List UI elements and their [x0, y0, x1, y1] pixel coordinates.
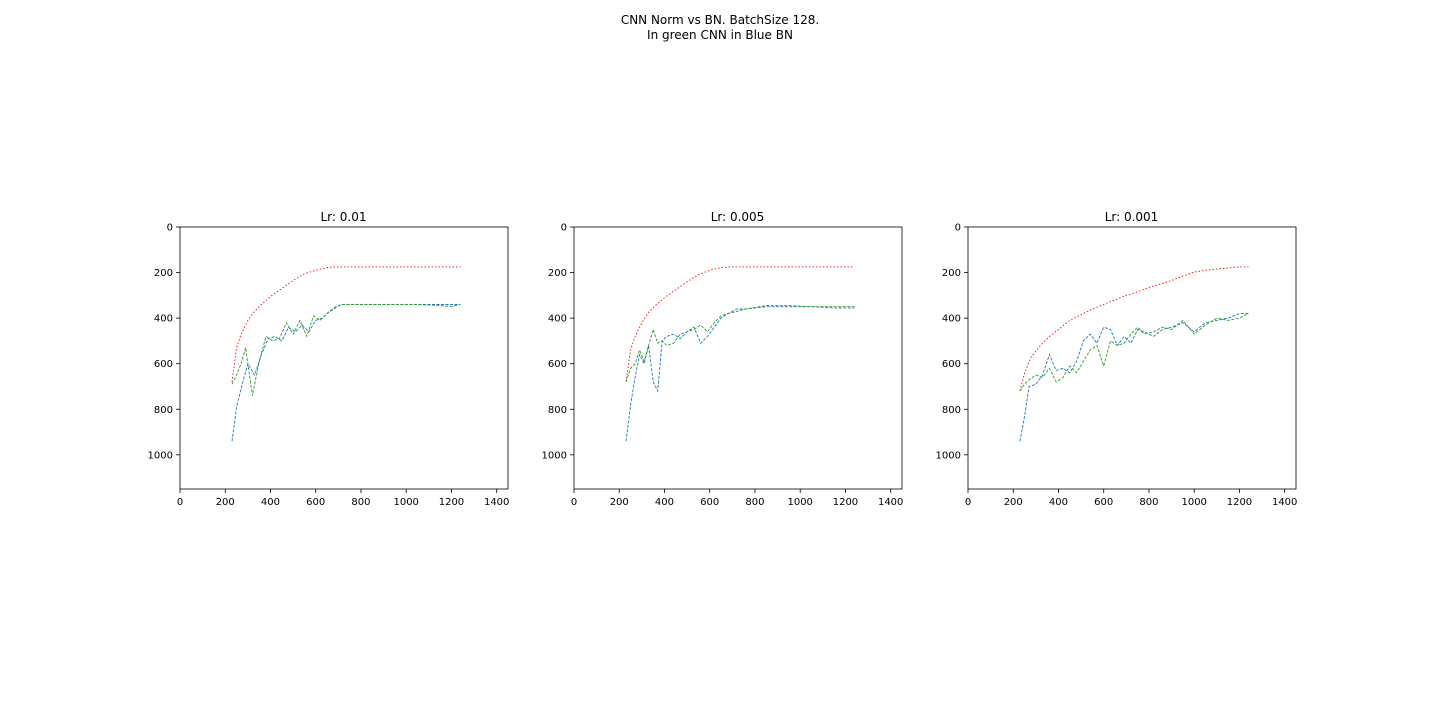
x-tick-label: 1200 — [1227, 497, 1252, 508]
subplot-title: Lr: 0.001 — [1105, 210, 1159, 224]
series-line-0 — [231, 266, 461, 382]
y-tick-label: 0 — [167, 223, 173, 234]
x-tick-label: 600 — [700, 497, 719, 508]
y-tick-label: 1000 — [542, 450, 567, 461]
y-tick-label: 800 — [548, 405, 567, 416]
series-line-0 — [1019, 266, 1249, 392]
x-tick-label: 200 — [610, 497, 629, 508]
x-tick-label: 0 — [965, 497, 971, 508]
series-line-2 — [1019, 313, 1249, 392]
y-tick-label: 600 — [942, 359, 961, 370]
y-tick-label: 400 — [548, 314, 567, 325]
x-tick-label: 1200 — [439, 497, 464, 508]
series-line-2 — [625, 305, 855, 383]
y-tick-label: 400 — [154, 314, 173, 325]
x-tick-label: 600 — [306, 497, 325, 508]
subplot-lr-0-005: Lr: 0.005 0 200 400 600 800 1000 1200 1400 0 200 4… — [542, 210, 904, 508]
x-tick-label: 1000 — [787, 497, 812, 508]
y-tick-label: 200 — [942, 268, 961, 279]
plot-area — [179, 226, 509, 490]
x-tick-label: 600 — [1094, 497, 1113, 508]
y-tick-label: 800 — [942, 405, 961, 416]
series-line-1 — [625, 306, 855, 442]
y-tick-label: 0 — [561, 223, 567, 234]
subplot-title: Lr: 0.005 — [711, 210, 765, 224]
x-tick-label: 800 — [745, 497, 764, 508]
x-tick-label: 200 — [216, 497, 235, 508]
y-tick-label: 1000 — [148, 450, 173, 461]
subplot-title: Lr: 0.01 — [321, 210, 367, 224]
y-tick-label: 600 — [154, 359, 173, 370]
y-tick-label: 200 — [154, 268, 173, 279]
figure-title-line-1: CNN Norm vs BN. BatchSize 128. — [621, 13, 819, 27]
x-tick-label: 0 — [571, 497, 577, 508]
plot-area — [573, 226, 903, 490]
x-tick-label: 1400 — [1272, 497, 1297, 508]
y-tick-label: 1000 — [936, 450, 961, 461]
x-tick-label: 200 — [1004, 497, 1023, 508]
x-tick-label: 1000 — [393, 497, 418, 508]
y-tick-label: 800 — [154, 405, 173, 416]
y-tick-label: 600 — [548, 359, 567, 370]
figure-title-line-2: In green CNN in Blue BN — [647, 28, 793, 42]
y-tick-label: 0 — [955, 223, 961, 234]
y-tick-label: 400 — [942, 314, 961, 325]
x-tick-label: 1400 — [484, 497, 509, 508]
y-tick-label: 200 — [548, 268, 567, 279]
x-tick-label: 800 — [351, 497, 370, 508]
plot-area — [967, 226, 1297, 490]
x-tick-label: 0 — [177, 497, 183, 508]
subplot-lr-0-001: Lr: 0.001 0 200 400 600 800 1000 1200 1400 0 200 4… — [936, 210, 1298, 508]
x-tick-label: 400 — [1049, 497, 1068, 508]
x-tick-label: 1200 — [833, 497, 858, 508]
x-tick-label: 1000 — [1181, 497, 1206, 508]
x-tick-label: 800 — [1139, 497, 1158, 508]
series-line-0 — [625, 266, 855, 382]
series-line-2 — [231, 304, 461, 396]
series-line-1 — [1019, 313, 1249, 442]
x-tick-label: 400 — [261, 497, 280, 508]
subplot-lr-0-01: Lr: 0.01 0 200 400 600 800 1000 1200 1400 0 200 40… — [148, 210, 510, 508]
x-tick-label: 1400 — [878, 497, 903, 508]
x-tick-label: 400 — [655, 497, 674, 508]
